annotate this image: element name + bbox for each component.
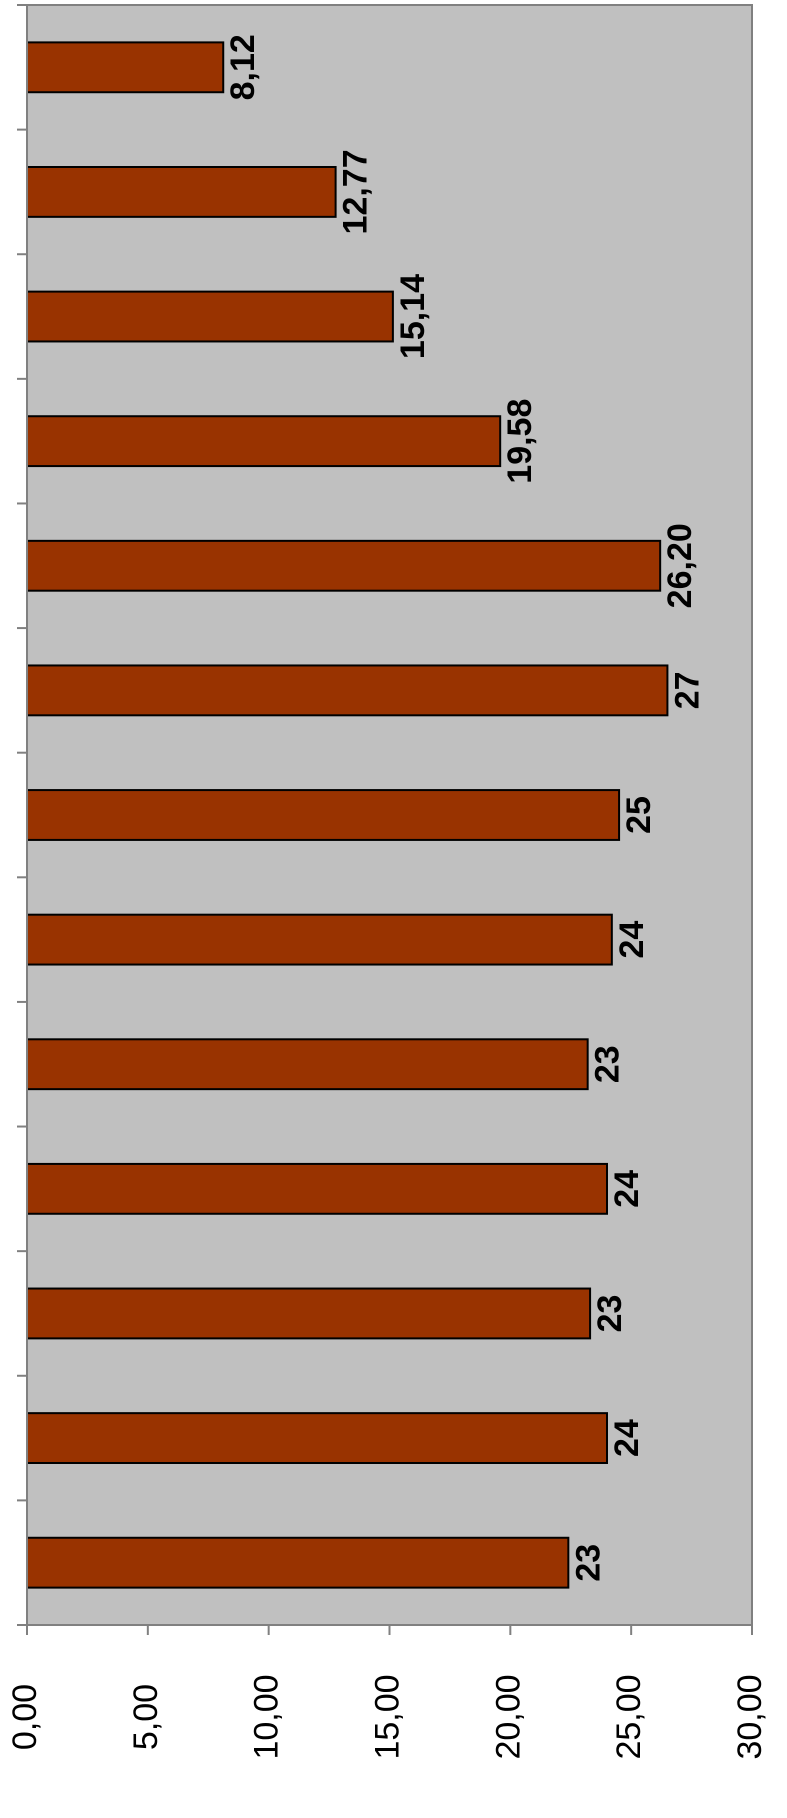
data-label-2009: 25 bbox=[620, 796, 658, 834]
category-label-2012: 2012 bbox=[0, 1151, 2, 1227]
bar-2013 bbox=[26, 1287, 592, 1340]
bar-2003 bbox=[26, 41, 225, 94]
category-label-2013: 2013 bbox=[0, 1276, 2, 1352]
bar-2014 bbox=[26, 1412, 608, 1464]
category-label-2007: 2007 bbox=[0, 528, 2, 604]
data-label-2007: 26,20 bbox=[661, 523, 699, 608]
bar-2007 bbox=[25, 539, 662, 592]
data-label-2008: 27 bbox=[668, 671, 706, 709]
bar-2005 bbox=[26, 290, 394, 343]
category-label-2014: 2014 bbox=[0, 1400, 2, 1476]
category-label-2006: 2006 bbox=[0, 403, 2, 479]
data-label-2012: 24 bbox=[608, 1170, 646, 1208]
category-label-2009: 2009 bbox=[0, 777, 2, 853]
category-label-2004: 2004 bbox=[0, 154, 2, 230]
value-tick-label: 10,00 bbox=[248, 1674, 286, 1759]
data-label-2006: 19,58 bbox=[501, 399, 539, 484]
category-label-2005: 2005 bbox=[0, 279, 2, 355]
value-tick-label: 20,00 bbox=[489, 1674, 527, 1759]
data-label-2011: 23 bbox=[589, 1045, 627, 1083]
labels-group: 2003 2004 2005 2006 2007 2008 2009 2010 2011 2012… bbox=[0, 29, 769, 1759]
category-label-2011: 2011 bbox=[0, 1028, 2, 1101]
value-tick-label: 0,00 bbox=[6, 1684, 44, 1750]
bar-2010 bbox=[26, 913, 613, 966]
bar-2011 bbox=[25, 1038, 589, 1091]
bar-2009 bbox=[26, 789, 621, 841]
data-label-2004: 12,77 bbox=[337, 149, 375, 234]
data-label-2014: 24 bbox=[608, 1419, 646, 1457]
data-label-2003: 8,12 bbox=[224, 34, 262, 100]
data-label-2015: 23 bbox=[569, 1544, 607, 1582]
value-tick-label: 25,00 bbox=[610, 1674, 648, 1759]
bar-2006 bbox=[26, 415, 502, 468]
category-label-2003: 2003 bbox=[0, 29, 2, 105]
value-tick-label: 15,00 bbox=[368, 1674, 406, 1759]
bar-2015 bbox=[26, 1536, 570, 1589]
value-tick-label: 5,00 bbox=[127, 1684, 165, 1750]
data-label-2013: 23 bbox=[591, 1295, 629, 1333]
value-tick-label: 30,00 bbox=[731, 1674, 769, 1759]
bar-2008 bbox=[25, 664, 669, 717]
bars-group bbox=[25, 41, 669, 1589]
bar-2012 bbox=[26, 1162, 608, 1215]
axes-group bbox=[17, 4, 753, 1635]
rotated-chart-group: 2003 2004 2005 2006 2007 2008 2009 2010 2011 2012… bbox=[0, 4, 769, 1760]
category-label-2010: 2010 bbox=[0, 902, 2, 978]
category-label-2008: 2008 bbox=[0, 653, 2, 729]
category-label-2015: 2015 bbox=[0, 1525, 2, 1601]
data-label-2005: 15,14 bbox=[394, 274, 432, 359]
bar-2004 bbox=[26, 166, 337, 218]
data-label-2010: 24 bbox=[613, 921, 651, 959]
